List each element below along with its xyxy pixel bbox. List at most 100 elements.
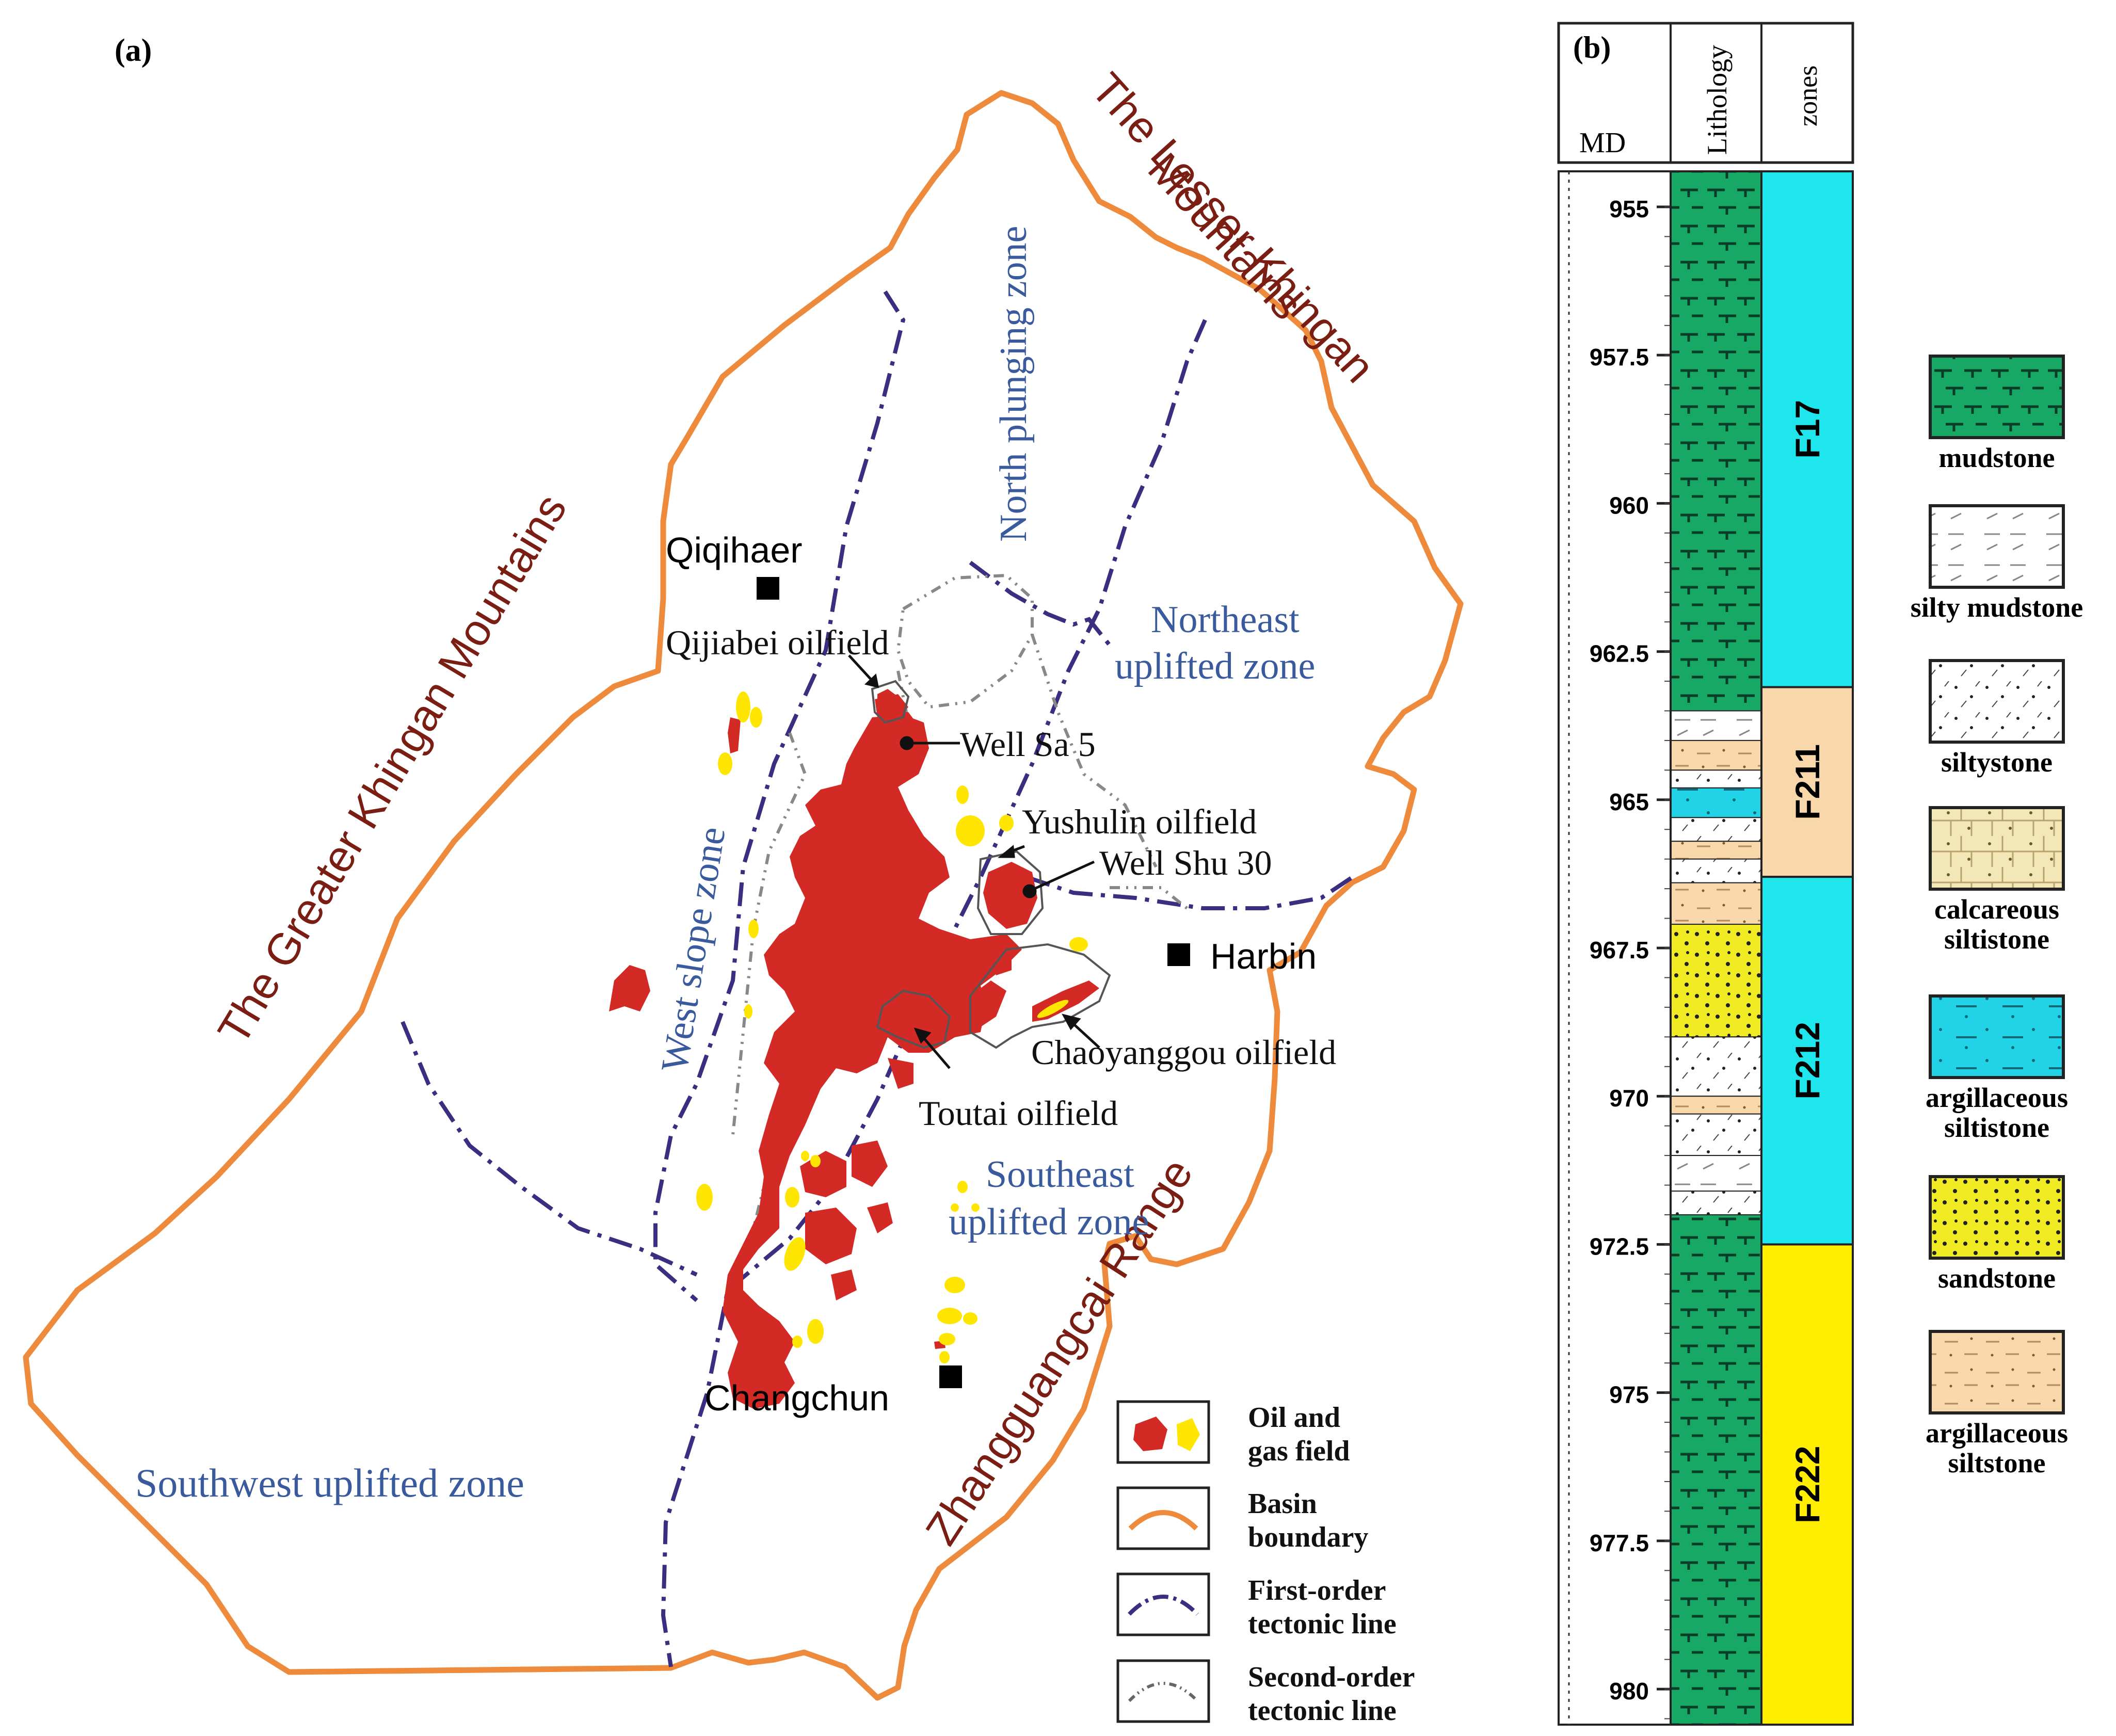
legend-oil-gas-label-line1: Oil and [1248,1402,1340,1434]
zone-f222 [1760,1243,1854,1726]
lithology-bed-argillaceous-siltstone [1670,841,1762,860]
lithology-bed-siltystone [1670,858,1762,883]
legend-oil-icon [1133,1417,1167,1451]
legend-label-argillaceous-siltstone: siltstone [1948,1448,2046,1478]
log-header [1557,22,1854,164]
legend-first-order-label-line1: First-order [1248,1574,1386,1606]
city-qiqihaer-label: Qiqihaer [666,530,803,570]
lithology-bed-argillaceous-siltstone-blue [1670,787,1762,818]
depth-tick-label: 965 [1609,789,1649,815]
city-harbin-label: Harbin [1210,936,1317,976]
lithology-bed-siltystone [1670,1191,1762,1215]
basin-boundary [23,90,1464,1701]
legend-label-mudstone: mudstone [1938,442,2055,473]
depth-tick-label: 967.5 [1590,937,1649,963]
legend-swatch-siltystone [1929,659,2065,744]
lithology-legend: mudstone silty mudstone siltystone calcareo… [1911,355,2083,1478]
depth-tick-label: 962.5 [1590,640,1649,667]
legend-first-order-icon [1128,1595,1199,1616]
city-changchun-label: Changchun [704,1378,889,1418]
depth-tick-label: 960 [1609,492,1649,519]
label-north-plunging-zone: North plunging zone [992,226,1035,542]
label-northeast-zone-line2: uplifted zone [1115,645,1315,687]
city-changchun-marker [939,1365,962,1388]
legend-oil-gas-label-line2: gas field [1248,1435,1350,1467]
label-well-sa5: Well Sa 5 [960,725,1096,764]
legend-second-order-label-line2: tectonic line [1248,1695,1397,1727]
gas-fields [696,692,1088,1363]
legend-first-order-swatch [1116,1572,1210,1636]
legend-swatch-argillaceous-siltstone-blue [1929,994,2065,1079]
label-southwest-zone: Southwest uplifted zone [135,1460,524,1505]
legend-swatch-mudstone [1929,355,2065,439]
zone-label-f222: F222 [1788,1445,1826,1523]
header-zones: zones [1793,66,1823,126]
depth-tick-label: 955 [1609,196,1649,222]
legend-basin-icon [1128,1510,1198,1531]
label-west-slope-zone: West slope zone [653,824,734,1075]
label-toutai-oilfield: Toutai oilfield [919,1094,1118,1133]
depth-tick-label: 980 [1609,1678,1649,1705]
lithology-bed-siltystone [1670,1036,1762,1097]
legend-label-calcareous-siltstone: calcareous [1934,894,2059,925]
city-harbin-marker [1167,943,1190,966]
label-well-shu30: Well Shu 30 [1099,843,1272,882]
depth-tick-label: 972.5 [1590,1233,1649,1260]
qijiabei-field [877,689,898,715]
zone-column: F17 F211 F212 F222 [1760,170,1854,1726]
legend-label-argillaceous-siltstone-blue: siltistone [1944,1112,2049,1143]
label-southeast-zone-line2: uplifted zone [949,1201,1149,1243]
lithology-bed-argillaceous-siltstone [1670,882,1762,925]
legend-label-silty-mudstone: silty mudstone [1911,592,2083,623]
legend-swatch-silty-mudstone [1929,504,2065,589]
label-qijiabei-oilfield: Qijiabei oilfield [666,623,889,662]
label-chaoyanggou-oilfield: Chaoyanggou oilfield [1031,1033,1336,1072]
legend-gas-icon [1177,1418,1200,1451]
label-southeast-zone-line1: Southeast [986,1153,1134,1196]
legend-swatch-calcareous-siltstone [1929,806,2065,891]
legend-basin-swatch [1116,1486,1210,1550]
lithology-column [1670,171,1762,1725]
lithology-bed-sandstone [1670,924,1762,1038]
depth-tick-label: 977.5 [1590,1530,1649,1556]
lithology-bed-mudstone [1670,1214,1762,1725]
legend-second-order-swatch [1116,1659,1210,1723]
map-legend: Oil and gas field Basin boundary First-o… [1116,1400,1415,1727]
legend-basin-label-line1: Basin [1248,1488,1317,1520]
panel-a-label: (a) [115,33,152,68]
legend-label-argillaceous-siltstone-blue: argillaceous [1926,1082,2068,1113]
legend-swatch-argillaceous-siltstone [1929,1330,2065,1414]
depth-track [1558,170,1672,1726]
label-lesser-khingan-line2: Mountains [1139,143,1312,329]
lithology-bed-argillaceous-siltstone [1670,1096,1762,1115]
depth-tick-label: 975 [1609,1381,1649,1408]
legend-basin-label-line2: boundary [1248,1521,1368,1553]
oilfield-outlines [871,680,1111,1049]
panel-b-label: (b) [1573,30,1611,65]
lithology-bed-siltystone [1670,769,1762,789]
depth-tick-label: 957.5 [1590,344,1649,371]
header-md: MD [1579,127,1626,159]
city-qiqihaer-marker [757,577,779,600]
lithology-bed-siltystone [1670,817,1762,842]
yushulin-field [983,862,1037,929]
depth-ticks: 955 957.5 960 962.5 965 967.5 970 972.5 975 977.5… [1590,196,1671,1719]
oil-fields [609,689,1099,1409]
legend-label-siltystone: siltystone [1941,747,2053,778]
zone-label-f211: F211 [1788,744,1826,820]
zone-label-f212: F212 [1788,1022,1826,1099]
legend-label-argillaceous-siltstone: argillaceous [1926,1418,2068,1449]
zone-f17 [1760,170,1854,688]
label-yushulin-oilfield: Yushulin oilfield [1022,802,1257,841]
header-lithology: Lithology [1702,45,1733,155]
zone-label-f17: F17 [1788,400,1826,459]
legend-label-calcareous-siltstone: siltistone [1944,924,2049,955]
zone-f211 [1760,686,1854,878]
depth-tick-label: 970 [1609,1085,1649,1112]
lithology-bed-argillaceous-siltstone [1670,740,1762,771]
lithology-bed-mudstone [1670,171,1762,712]
lithology-bed-silty-mudstone [1670,710,1762,741]
legend-second-order-label-line1: Second-order [1248,1661,1415,1693]
zone-f212 [1760,876,1854,1246]
